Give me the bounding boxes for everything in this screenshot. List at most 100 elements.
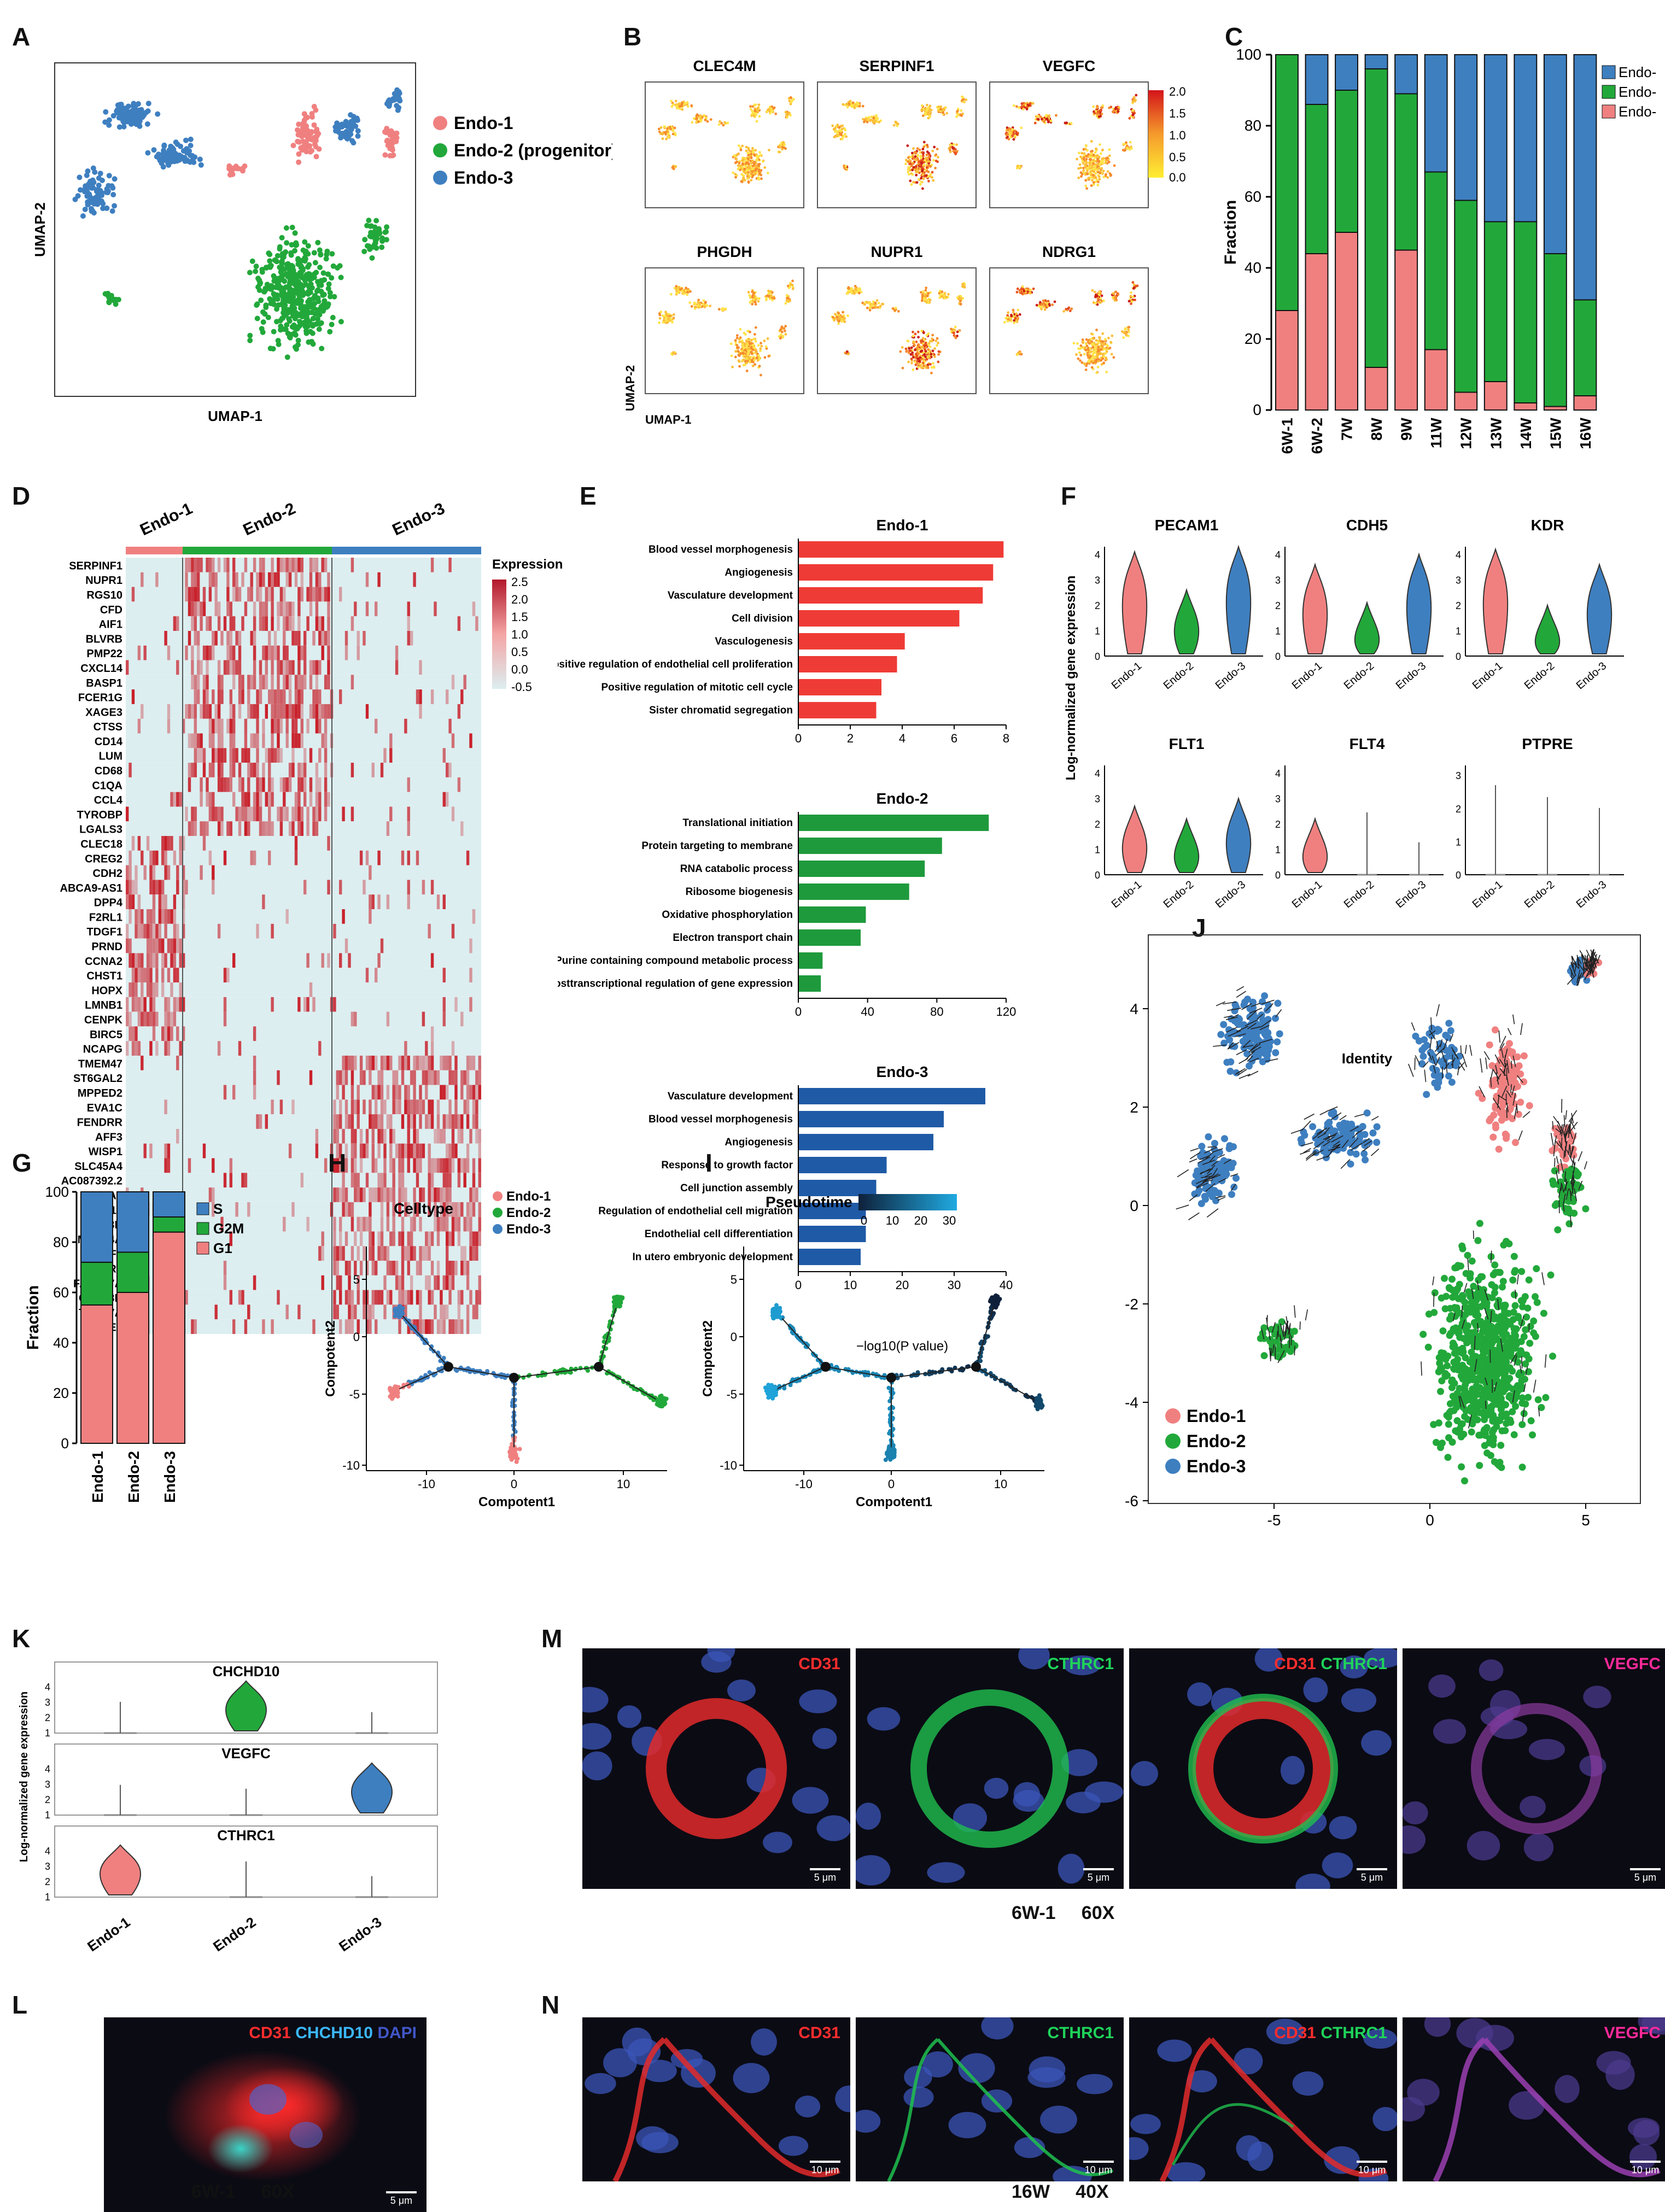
feature-umap-point — [920, 162, 924, 165]
feature-umap-point — [833, 318, 836, 321]
feature-umap-point — [665, 316, 668, 319]
feature-umap-point — [747, 180, 750, 183]
feature-umap-point — [920, 109, 923, 112]
e-bar — [798, 610, 960, 627]
traj-cell — [769, 1391, 774, 1396]
f-gene-title: FLT4 — [1349, 735, 1385, 752]
umap-a-point-endo2 — [113, 301, 119, 307]
umap-a-point-endo1 — [296, 159, 302, 165]
feature-umap-point — [843, 320, 846, 323]
feature-umap-point — [1077, 167, 1080, 170]
feature-umap-point — [868, 306, 872, 308]
violin-shape — [1121, 804, 1148, 873]
umap-a-point-endo2 — [306, 339, 312, 345]
violin-shape — [1173, 817, 1200, 873]
umap-a-point-endo3 — [189, 153, 195, 159]
umap-a-point-endo2 — [297, 323, 303, 329]
feature-umap-point — [863, 303, 866, 306]
feature-umap-point — [1099, 301, 1102, 304]
feature-umap-point — [1098, 339, 1101, 342]
feature-umap-point — [922, 177, 925, 180]
violin-shape — [1225, 796, 1252, 873]
f-ytick: 0 — [1456, 870, 1461, 881]
umap-a-point-endo2 — [296, 261, 302, 267]
g-legend-entry: G2M — [213, 1220, 244, 1237]
feature-umap-point — [755, 120, 758, 123]
feature-umap-point — [751, 295, 754, 299]
feature-umap-point — [751, 147, 754, 150]
feature-umap-point — [1127, 300, 1131, 303]
feature-umap-point — [763, 356, 767, 359]
traj-cell — [427, 1370, 432, 1375]
feature-umap-point — [1099, 143, 1101, 146]
traj-ytick: 0 — [731, 1330, 737, 1344]
feature-umap-point — [760, 169, 763, 172]
traj-ylabel: Compotent2 — [323, 1320, 338, 1397]
umap-a-point-endo3 — [130, 103, 136, 109]
feature-umap-point — [1109, 174, 1112, 177]
feature-umap-point — [682, 292, 686, 295]
feature-umap-point — [742, 174, 745, 177]
feature-umap-point — [919, 151, 922, 154]
feature-umap-point — [764, 299, 768, 301]
umap-a-point-endo2 — [379, 244, 385, 250]
umap-a-point-endo2 — [329, 275, 335, 281]
feature-umap-point — [858, 288, 862, 291]
umap-a-point-endo1 — [309, 111, 315, 116]
e-bar — [798, 929, 861, 946]
feature-umap-point — [697, 301, 700, 303]
feature-umap-point — [1092, 181, 1095, 184]
feature-umap-point — [744, 363, 747, 366]
umap-a-point-endo2 — [278, 267, 284, 273]
feature-umap-point — [744, 165, 747, 168]
feature-umap-point — [920, 340, 923, 343]
umap-a-point-endo2 — [270, 297, 276, 303]
panel-label-d: D — [12, 482, 31, 510]
umap-a-point-endo1 — [385, 143, 391, 148]
umap-a-point-endo2 — [267, 346, 273, 352]
d-row-gene: LUM — [99, 751, 122, 763]
umap-a-point-endo3 — [160, 152, 166, 158]
feature-umap-frame — [645, 81, 804, 208]
feature-umap-point — [931, 349, 934, 353]
f-ytick: 4 — [1095, 549, 1100, 560]
feature-umap-point — [749, 174, 752, 177]
feature-umap-point — [867, 116, 871, 119]
feature-umap-point — [914, 332, 917, 336]
feature-umap-point — [922, 364, 925, 367]
feature-umap-point — [1082, 157, 1085, 160]
feature-umap-point — [920, 180, 923, 183]
feature-umap-point — [933, 145, 936, 149]
feature-umap-point — [909, 349, 912, 352]
g-bar-g2m — [80, 1261, 113, 1306]
umap-a-point-endo2 — [373, 245, 379, 251]
feature-umap-point — [1100, 167, 1103, 170]
d-row-gene: HOPX — [91, 985, 122, 997]
umap-a-point-endo3 — [85, 168, 91, 174]
feature-umap-point — [834, 130, 837, 133]
feature-umap-point — [1101, 340, 1105, 343]
feature-umap-point — [739, 168, 741, 172]
feature-umap-point — [774, 112, 778, 115]
legend-a-endo3: Endo-3 — [454, 168, 513, 188]
traj-cell — [400, 1311, 405, 1316]
d-group-label: Endo-3 — [390, 503, 448, 539]
feature-umap-point — [757, 354, 760, 357]
feature-umap-point — [751, 165, 755, 167]
feature-umap-point — [1132, 283, 1136, 286]
umap-a-point-endo1 — [227, 172, 233, 178]
umap-a-point-endo2 — [254, 302, 260, 308]
umap-a-point-endo3 — [390, 96, 396, 102]
feature-umap-point — [911, 168, 914, 172]
feature-umap-point — [1065, 121, 1068, 125]
e-bar — [798, 1249, 861, 1265]
feature-umap-point — [754, 149, 757, 152]
umap-a-point-endo2 — [303, 276, 309, 282]
feature-umap-point — [926, 365, 929, 368]
feature-umap-point — [1109, 341, 1112, 344]
feature-umap-point — [1129, 295, 1132, 298]
f-xtick: Endo-1 — [1290, 879, 1325, 910]
umap-a-point-endo2 — [292, 230, 298, 236]
traj-cell — [514, 1459, 519, 1464]
feature-umap-point — [937, 360, 940, 364]
